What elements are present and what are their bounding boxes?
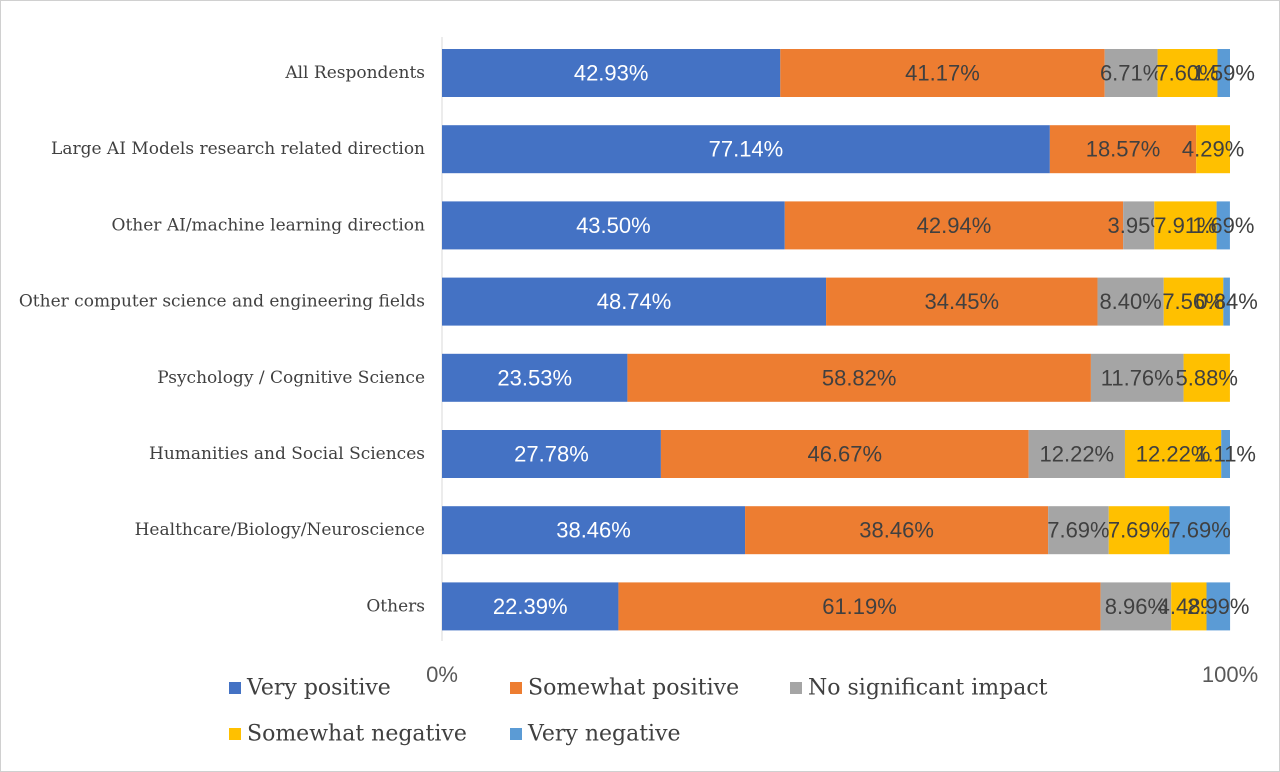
legend-swatch: [229, 728, 241, 740]
legend-label: Very negative: [527, 722, 681, 747]
data-label: 0.84%: [1195, 289, 1257, 314]
bar-segment: [1104, 49, 1158, 97]
bar-segment: [1124, 430, 1222, 478]
data-label: 12.22%: [1136, 442, 1211, 467]
bar-segment: [442, 353, 628, 402]
legend: Very positive Somewhat positive No signifi…: [229, 676, 1048, 747]
bar-segment: [780, 49, 1105, 97]
bar-segment: [1123, 201, 1155, 250]
data-label: 23.53%: [497, 365, 572, 390]
data-label: 34.45%: [924, 289, 999, 314]
data-label: 2.99%: [1187, 594, 1249, 619]
category-label: All Respondents: [284, 63, 425, 83]
category-label: Psychology / Cognitive Science: [157, 368, 425, 388]
x-tick-labels: 0% 100%: [426, 662, 1258, 687]
data-label: 1.69%: [1192, 213, 1254, 238]
legend-label: Somewhat positive: [528, 676, 739, 701]
data-label: 7.69%: [1047, 518, 1109, 543]
data-label: 7.60%: [1156, 61, 1218, 86]
category-label: Others: [366, 596, 425, 616]
bar-segment: [1100, 582, 1172, 631]
data-label: 7.69%: [1108, 518, 1170, 543]
data-label: 1.11%: [1195, 442, 1256, 467]
bar-segment: [1169, 506, 1230, 555]
x-tick-label: 100%: [1202, 662, 1258, 687]
data-label: 58.82%: [822, 365, 897, 390]
category-label: Large AI Models research related directi…: [51, 139, 425, 159]
data-label: 38.46%: [556, 518, 631, 543]
data-label: 27.78%: [514, 442, 589, 467]
bars-layer: 42.93% 41.17% 6.71%7.60%1.59% 77.14% 18.57% 4…: [442, 49, 1258, 631]
data-label: 43.50%: [576, 213, 651, 238]
category-label: Humanities and Social Sciences: [149, 444, 425, 464]
bar-segment: [1157, 49, 1218, 97]
data-label: 42.94%: [917, 213, 992, 238]
legend-label: Somewhat negative: [247, 722, 467, 747]
legend-swatch: [790, 682, 802, 694]
bar-segment: [1048, 506, 1109, 555]
x-tick-label: 0%: [426, 662, 458, 687]
legend-label: No significant impact: [808, 676, 1048, 701]
data-label: 1.59%: [1193, 61, 1255, 86]
data-label: 12.22%: [1040, 442, 1115, 467]
data-label: 7.56%: [1162, 289, 1224, 314]
legend-swatch: [229, 682, 241, 694]
bar-segment: [1163, 277, 1224, 326]
bar-segment: [1097, 277, 1164, 326]
legend-label: Very positive: [246, 676, 391, 701]
bar-segment: [1049, 125, 1197, 174]
data-label: 46.67%: [807, 442, 882, 467]
legend-swatch: [510, 682, 522, 694]
data-label: 77.14%: [709, 137, 784, 162]
bar-segment: [442, 430, 661, 478]
category-label: Other computer science and engineering f…: [19, 292, 425, 312]
data-label: 48.74%: [597, 289, 672, 314]
bar-segment: [1221, 430, 1230, 478]
bar-segment: [784, 201, 1124, 250]
bar-segment: [660, 430, 1029, 478]
bar-segment: [442, 201, 785, 250]
bar-segment: [442, 277, 827, 326]
data-label: 8.96%: [1105, 594, 1167, 619]
bar-segment: [1217, 49, 1230, 97]
bar-segment: [442, 125, 1050, 174]
bar-segment: [1223, 277, 1230, 326]
bar-segment: [745, 506, 1049, 555]
bar-segment: [1216, 201, 1230, 250]
bar-segment: [826, 277, 1098, 326]
data-label: 8.40%: [1099, 289, 1161, 314]
bar-segment: [1108, 506, 1170, 555]
data-label: 7.91%: [1154, 213, 1216, 238]
category-label: Healthcare/Biology/Neuroscience: [135, 520, 425, 540]
bar-segment: [1206, 582, 1231, 631]
category-label: Other AI/machine learning direction: [112, 215, 426, 235]
category-labels: All Respondents Large AI Models research …: [19, 63, 425, 616]
data-label: 5.88%: [1176, 365, 1238, 390]
bar-segment: [442, 506, 746, 555]
bar-segment: [1171, 582, 1207, 631]
data-label: 41.17%: [905, 61, 980, 86]
data-label: 18.57%: [1086, 137, 1161, 162]
bar-segment: [442, 49, 781, 97]
bar-segment: [1028, 430, 1125, 478]
data-label: 61.19%: [822, 594, 897, 619]
data-label: 11.76%: [1101, 365, 1174, 390]
data-label: 7.69%: [1168, 518, 1230, 543]
bar-segment: [442, 582, 619, 631]
bar-segment: [618, 582, 1101, 631]
bar-segment: [1154, 201, 1217, 250]
bar-segment: [1196, 125, 1230, 174]
data-label: 6.71%: [1100, 61, 1162, 86]
bar-segment: [1183, 353, 1230, 402]
legend-swatch: [510, 728, 522, 740]
data-label: 22.39%: [493, 594, 568, 619]
data-label: 38.46%: [859, 518, 934, 543]
bar-segment: [627, 353, 1091, 402]
data-label: 42.93%: [574, 61, 649, 86]
data-label: 4.29%: [1182, 137, 1244, 162]
bar-segment: [1090, 353, 1184, 402]
